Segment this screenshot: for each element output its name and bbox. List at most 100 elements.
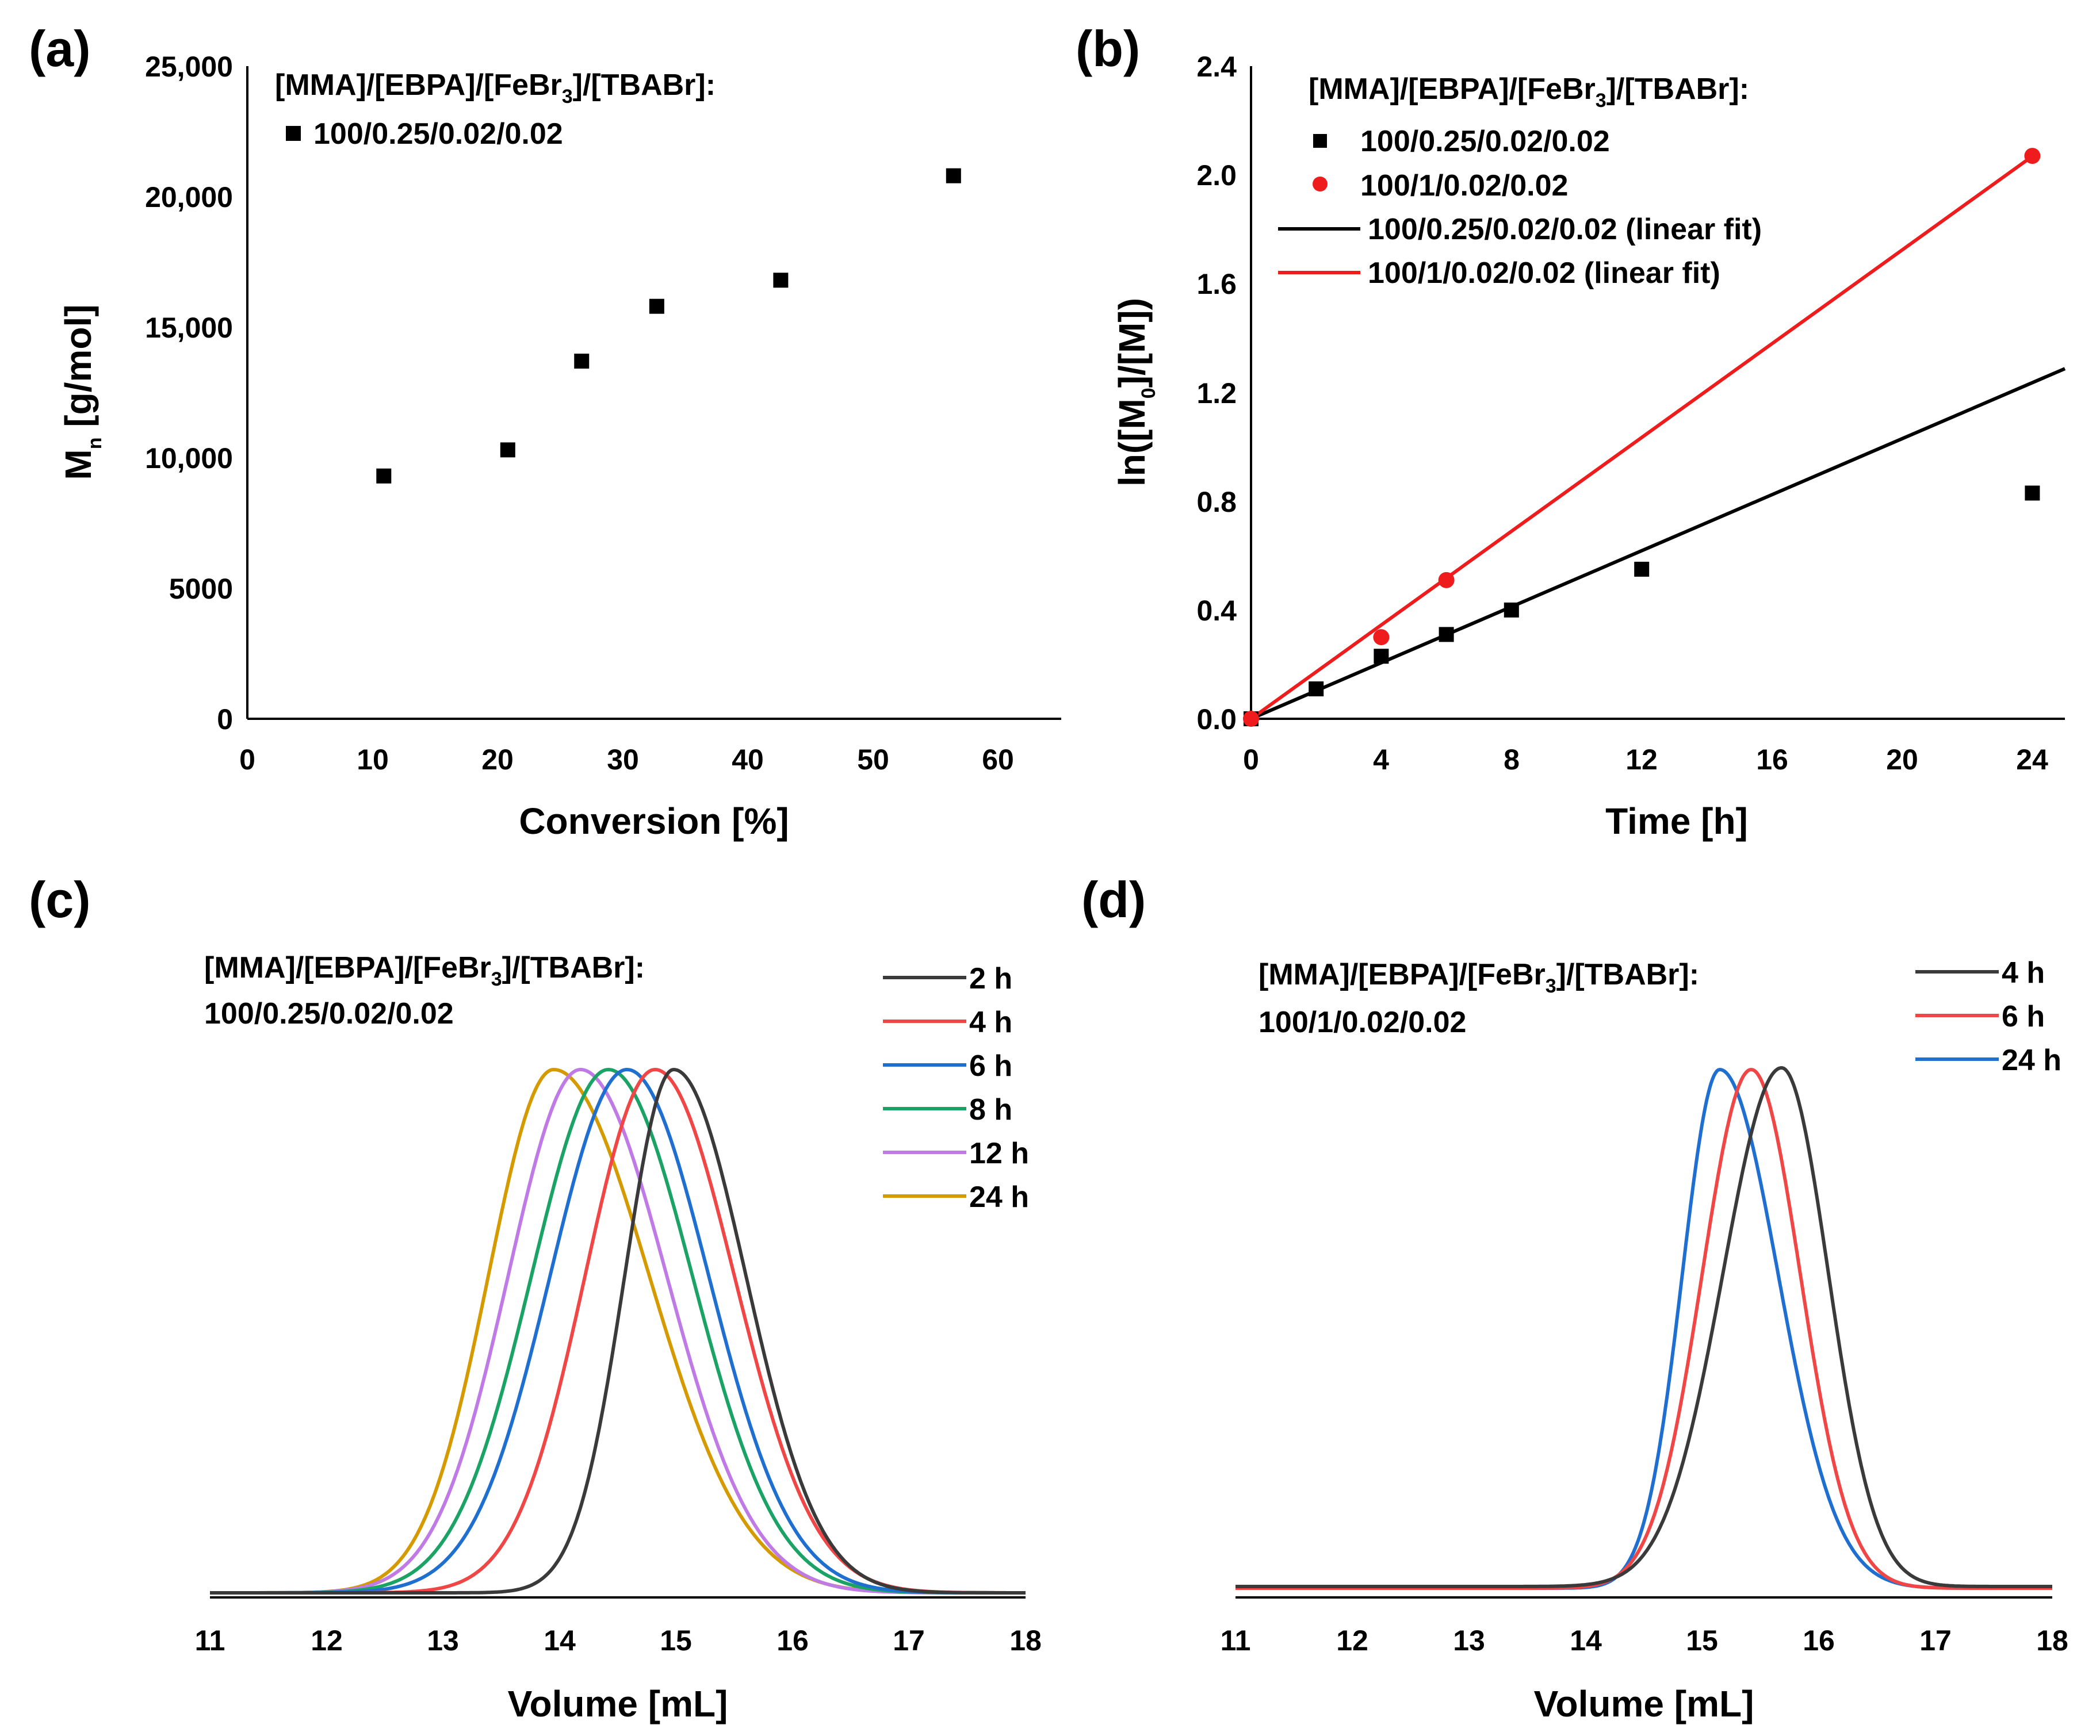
panel-d-annotation-line2: 100/1/0.02/0.02 (1259, 1006, 1466, 1039)
panel-d-xtick: 18 (2036, 1624, 2068, 1657)
panel-c-annotation-line1: [MMA]/[EBPA]/[FeBr3]/[TBABr]: (204, 951, 645, 990)
panel-b-point-square (1439, 627, 1454, 642)
panel-a-xlabel: Conversion [%] (519, 800, 789, 842)
panel-b-ytick: 2.0 (1196, 159, 1237, 191)
panel-d-xticks: 11 12 13 14 15 16 17 18 (1221, 1624, 2068, 1657)
panel-b-ytick: 2.4 (1196, 51, 1237, 83)
panel-b-legend-label: 100/1/0.02/0.02 (1360, 169, 1568, 202)
panel-b-legend-label: 100/0.25/0.02/0.02 (linear fit) (1368, 213, 1762, 246)
panel-b-axes (1250, 66, 2065, 720)
panel-d-legend-label: 4 h (2002, 956, 2045, 990)
panel-c-xtick: 15 (660, 1624, 692, 1657)
panel-d-legend-label: 6 h (2002, 1000, 2045, 1033)
panel-a-xtick: 50 (857, 744, 889, 776)
panel-c-curves (210, 1067, 1026, 1595)
panel-b-xtick: 4 (1373, 744, 1389, 776)
panel-b-ytick: 0.0 (1196, 703, 1237, 735)
panel-c-legend: 2 h 4 h 6 h 8 h 12 h 24 h (883, 962, 1029, 1214)
panel-c-label: (c) (29, 871, 91, 928)
panel-a-point (946, 168, 961, 183)
panel-b-fit-line-black (1250, 367, 2066, 721)
panel-a-label: (a) (29, 20, 91, 77)
panel-a-legend-marker (286, 126, 301, 141)
panel-c-curve-2h (210, 1068, 1026, 1595)
panel-b-label: (b) (1076, 20, 1140, 77)
panel-b-xtick: 0 (1243, 744, 1259, 776)
panel-d-xtick: 16 (1803, 1624, 1835, 1657)
panel-b-legend: [MMA]/[EBPA]/[FeBr3]/[TBABr]: 100/0.25/0… (1278, 72, 1762, 290)
panel-b-point-square (1504, 602, 1519, 618)
panel-d-xtick: 14 (1570, 1624, 1602, 1657)
panel-a-legend-label: 100/0.25/0.02/0.02 (313, 117, 563, 151)
panel-c-xtick: 14 (544, 1624, 576, 1657)
panel-a-xtick: 40 (732, 744, 764, 776)
panel-d-xtick: 17 (1919, 1624, 1952, 1657)
panel-c-xtick: 12 (311, 1624, 343, 1657)
panel-b-legend-label: 100/0.25/0.02/0.02 (1360, 125, 1610, 158)
panel-b-xtick: 12 (1625, 744, 1658, 776)
panel-a-point (574, 354, 590, 369)
panel-a-ytick: 20,000 (145, 181, 233, 213)
panel-c-xtick: 18 (1009, 1624, 1042, 1657)
panel-b-legend-title: [MMA]/[EBPA]/[FeBr3]/[TBABr]: (1309, 72, 1749, 112)
panel-d-curve-24h (1235, 1067, 2052, 1590)
panel-b: (b) 0 4 8 12 16 20 24 0.0 0.4 0.8 1.2 1.… (1076, 20, 2066, 842)
panel-c-xlabel: Volume [mL] (508, 1683, 728, 1724)
panel-d: (d) 11 12 13 14 15 16 17 18 Volume [mL] … (1081, 871, 2068, 1724)
panel-a-ytick: 5000 (169, 573, 233, 605)
panel-a-ytick: 15,000 (145, 312, 233, 344)
panel-b-point-circle (2024, 148, 2041, 164)
panel-a-axes (246, 66, 1061, 720)
panel-a-xtick: 10 (357, 744, 389, 776)
panel-d-annotation-line1: [MMA]/[EBPA]/[FeBr3]/[TBABr]: (1259, 958, 1699, 997)
panel-a-ytick: 25,000 (145, 51, 233, 83)
panel-d-curve-6h (1235, 1068, 2052, 1590)
panel-b-legend-label: 100/1/0.02/0.02 (linear fit) (1368, 256, 1720, 290)
panel-c-legend-label: 2 h (969, 962, 1012, 995)
panel-b-yticks: 0.0 0.4 0.8 1.2 1.6 2.0 2.4 (1196, 51, 1237, 735)
panel-a-point (649, 298, 664, 314)
panel-c: (c) 11 12 13 14 15 16 17 18 Volume [mL] … (29, 871, 1042, 1724)
panel-b-xtick: 8 (1504, 744, 1520, 776)
panel-c-xtick: 11 (195, 1624, 225, 1657)
panel-b-ytick: 1.2 (1196, 377, 1237, 409)
panel-a-points (376, 168, 961, 484)
panel-d-legend-label: 24 h (2002, 1044, 2061, 1077)
panel-a-point (773, 273, 789, 288)
panel-b-xtick: 24 (2016, 744, 2048, 776)
panel-c-xtick: 16 (776, 1624, 809, 1657)
panel-b-legend-marker-circle (1313, 177, 1328, 191)
panel-a-xtick: 0 (239, 744, 255, 776)
panel-d-xtick: 15 (1686, 1624, 1718, 1657)
panel-d-xlabel: Volume [mL] (1534, 1683, 1754, 1724)
panel-c-legend-label: 8 h (969, 1093, 1012, 1126)
panel-c-legend-label: 12 h (969, 1137, 1029, 1170)
panel-b-xlabel: Time [h] (1605, 800, 1748, 842)
panel-b-ytick: 0.4 (1196, 595, 1237, 627)
panel-b-point-square (2025, 485, 2040, 501)
panel-b-legend-marker-square (1313, 134, 1327, 148)
panel-d-xtick: 11 (1221, 1624, 1251, 1657)
panel-b-xticks: 0 4 8 12 16 20 24 (1243, 744, 2048, 776)
panel-b-xtick: 16 (1756, 744, 1788, 776)
panel-a-xtick: 20 (481, 744, 514, 776)
panel-b-point-square (1634, 561, 1650, 577)
panel-c-legend-label: 4 h (969, 1006, 1012, 1039)
panel-a-point (376, 468, 392, 484)
panel-c-xtick: 17 (893, 1624, 925, 1657)
panel-d-label: (d) (1081, 871, 1146, 928)
panel-b-ylabel: ln([M0]/[M]) (1111, 298, 1160, 486)
panel-d-curves (1235, 1066, 2052, 1590)
panel-a-point (500, 442, 515, 458)
panel-c-legend-label: 6 h (969, 1049, 1012, 1083)
panel-c-annotation-line2: 100/0.25/0.02/0.02 (204, 997, 454, 1030)
panel-a-ytick: 0 (217, 703, 233, 735)
panel-b-point-circle (1373, 629, 1390, 646)
panel-b-points (1243, 148, 2041, 727)
panel-a-xtick: 60 (982, 744, 1014, 776)
panel-a: (a) 0 10 20 30 40 50 60 0 5000 10,000 15… (29, 20, 1061, 842)
panel-a-xtick: 30 (607, 744, 639, 776)
panel-a-ylabel: Mn [g/mol] (58, 304, 106, 480)
panel-b-fit-line-red (1250, 155, 2034, 721)
panel-d-curve-4h (1235, 1066, 2052, 1588)
